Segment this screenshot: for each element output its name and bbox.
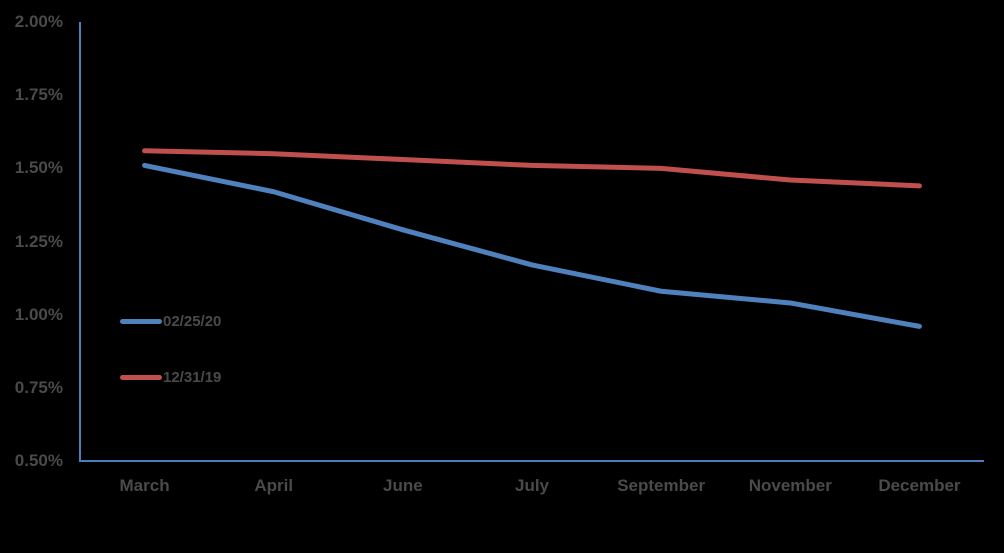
axis-lines — [79, 22, 984, 462]
x-tick-label: March — [119, 476, 170, 495]
x-tick-label: July — [514, 476, 550, 495]
legend-line-swatch-blue — [120, 318, 162, 324]
x-tick-label: June — [383, 476, 423, 495]
legend-entry-series-1: 02/25/20 — [120, 312, 221, 330]
y-tick-label: 1.50% — [14, 158, 63, 178]
y-tick-label: 1.25% — [14, 231, 63, 251]
y-tick-label: 0.50% — [14, 451, 63, 470]
x-tick-label: December — [878, 476, 961, 495]
y-tick-label: 1.00% — [14, 304, 63, 324]
legend-label-series-1: 02/25/20 — [163, 312, 222, 330]
legend-label-series-2: 12/31/19 — [163, 368, 222, 386]
series-line-12-31-19 — [142, 148, 922, 189]
x-tick-label: April — [254, 476, 294, 495]
y-tick-label: 0.75% — [14, 377, 63, 397]
legend-entry-series-2: 12/31/19 — [120, 368, 221, 386]
y-tick-label: 2.00% — [14, 12, 63, 31]
y-tick-label: 1.75% — [14, 85, 63, 105]
x-tick-label: November — [748, 476, 832, 495]
x-tick-label: September — [617, 476, 706, 495]
legend-line-swatch-red — [120, 374, 162, 380]
series-line-02-25-20 — [142, 162, 922, 329]
